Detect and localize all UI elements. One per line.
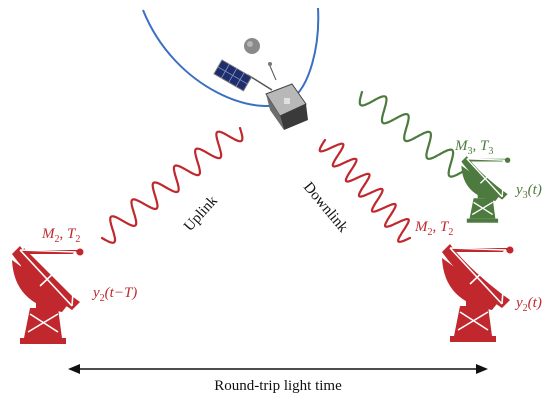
dish-icon <box>12 246 84 344</box>
ground-station-left <box>12 246 84 344</box>
right-green-station-label: M3, T3 <box>454 138 493 157</box>
right-red-station-label: M2, T2 <box>414 219 453 238</box>
downlink-label: Downlink <box>300 179 351 236</box>
downlink-wave-red <box>318 138 412 243</box>
dish-icon <box>461 156 511 223</box>
round-trip-arrow <box>68 364 488 374</box>
uplink-wave <box>100 126 244 244</box>
dish-icon <box>442 244 514 342</box>
round-trip-label: Round-trip light time <box>214 378 342 394</box>
left-signal-label: y2(t−T) <box>91 285 137 304</box>
ground-station-right-red <box>442 244 514 342</box>
spacecraft-icon <box>213 59 308 130</box>
left-station-label: M2, T2 <box>41 226 80 245</box>
uplink-label: Uplink <box>181 193 221 235</box>
right-green-signal-label: y3(t) <box>514 182 542 201</box>
right-red-signal-label: y2(t) <box>514 295 542 314</box>
downlink-wave-green <box>358 90 464 178</box>
ground-station-right-green <box>461 156 511 223</box>
